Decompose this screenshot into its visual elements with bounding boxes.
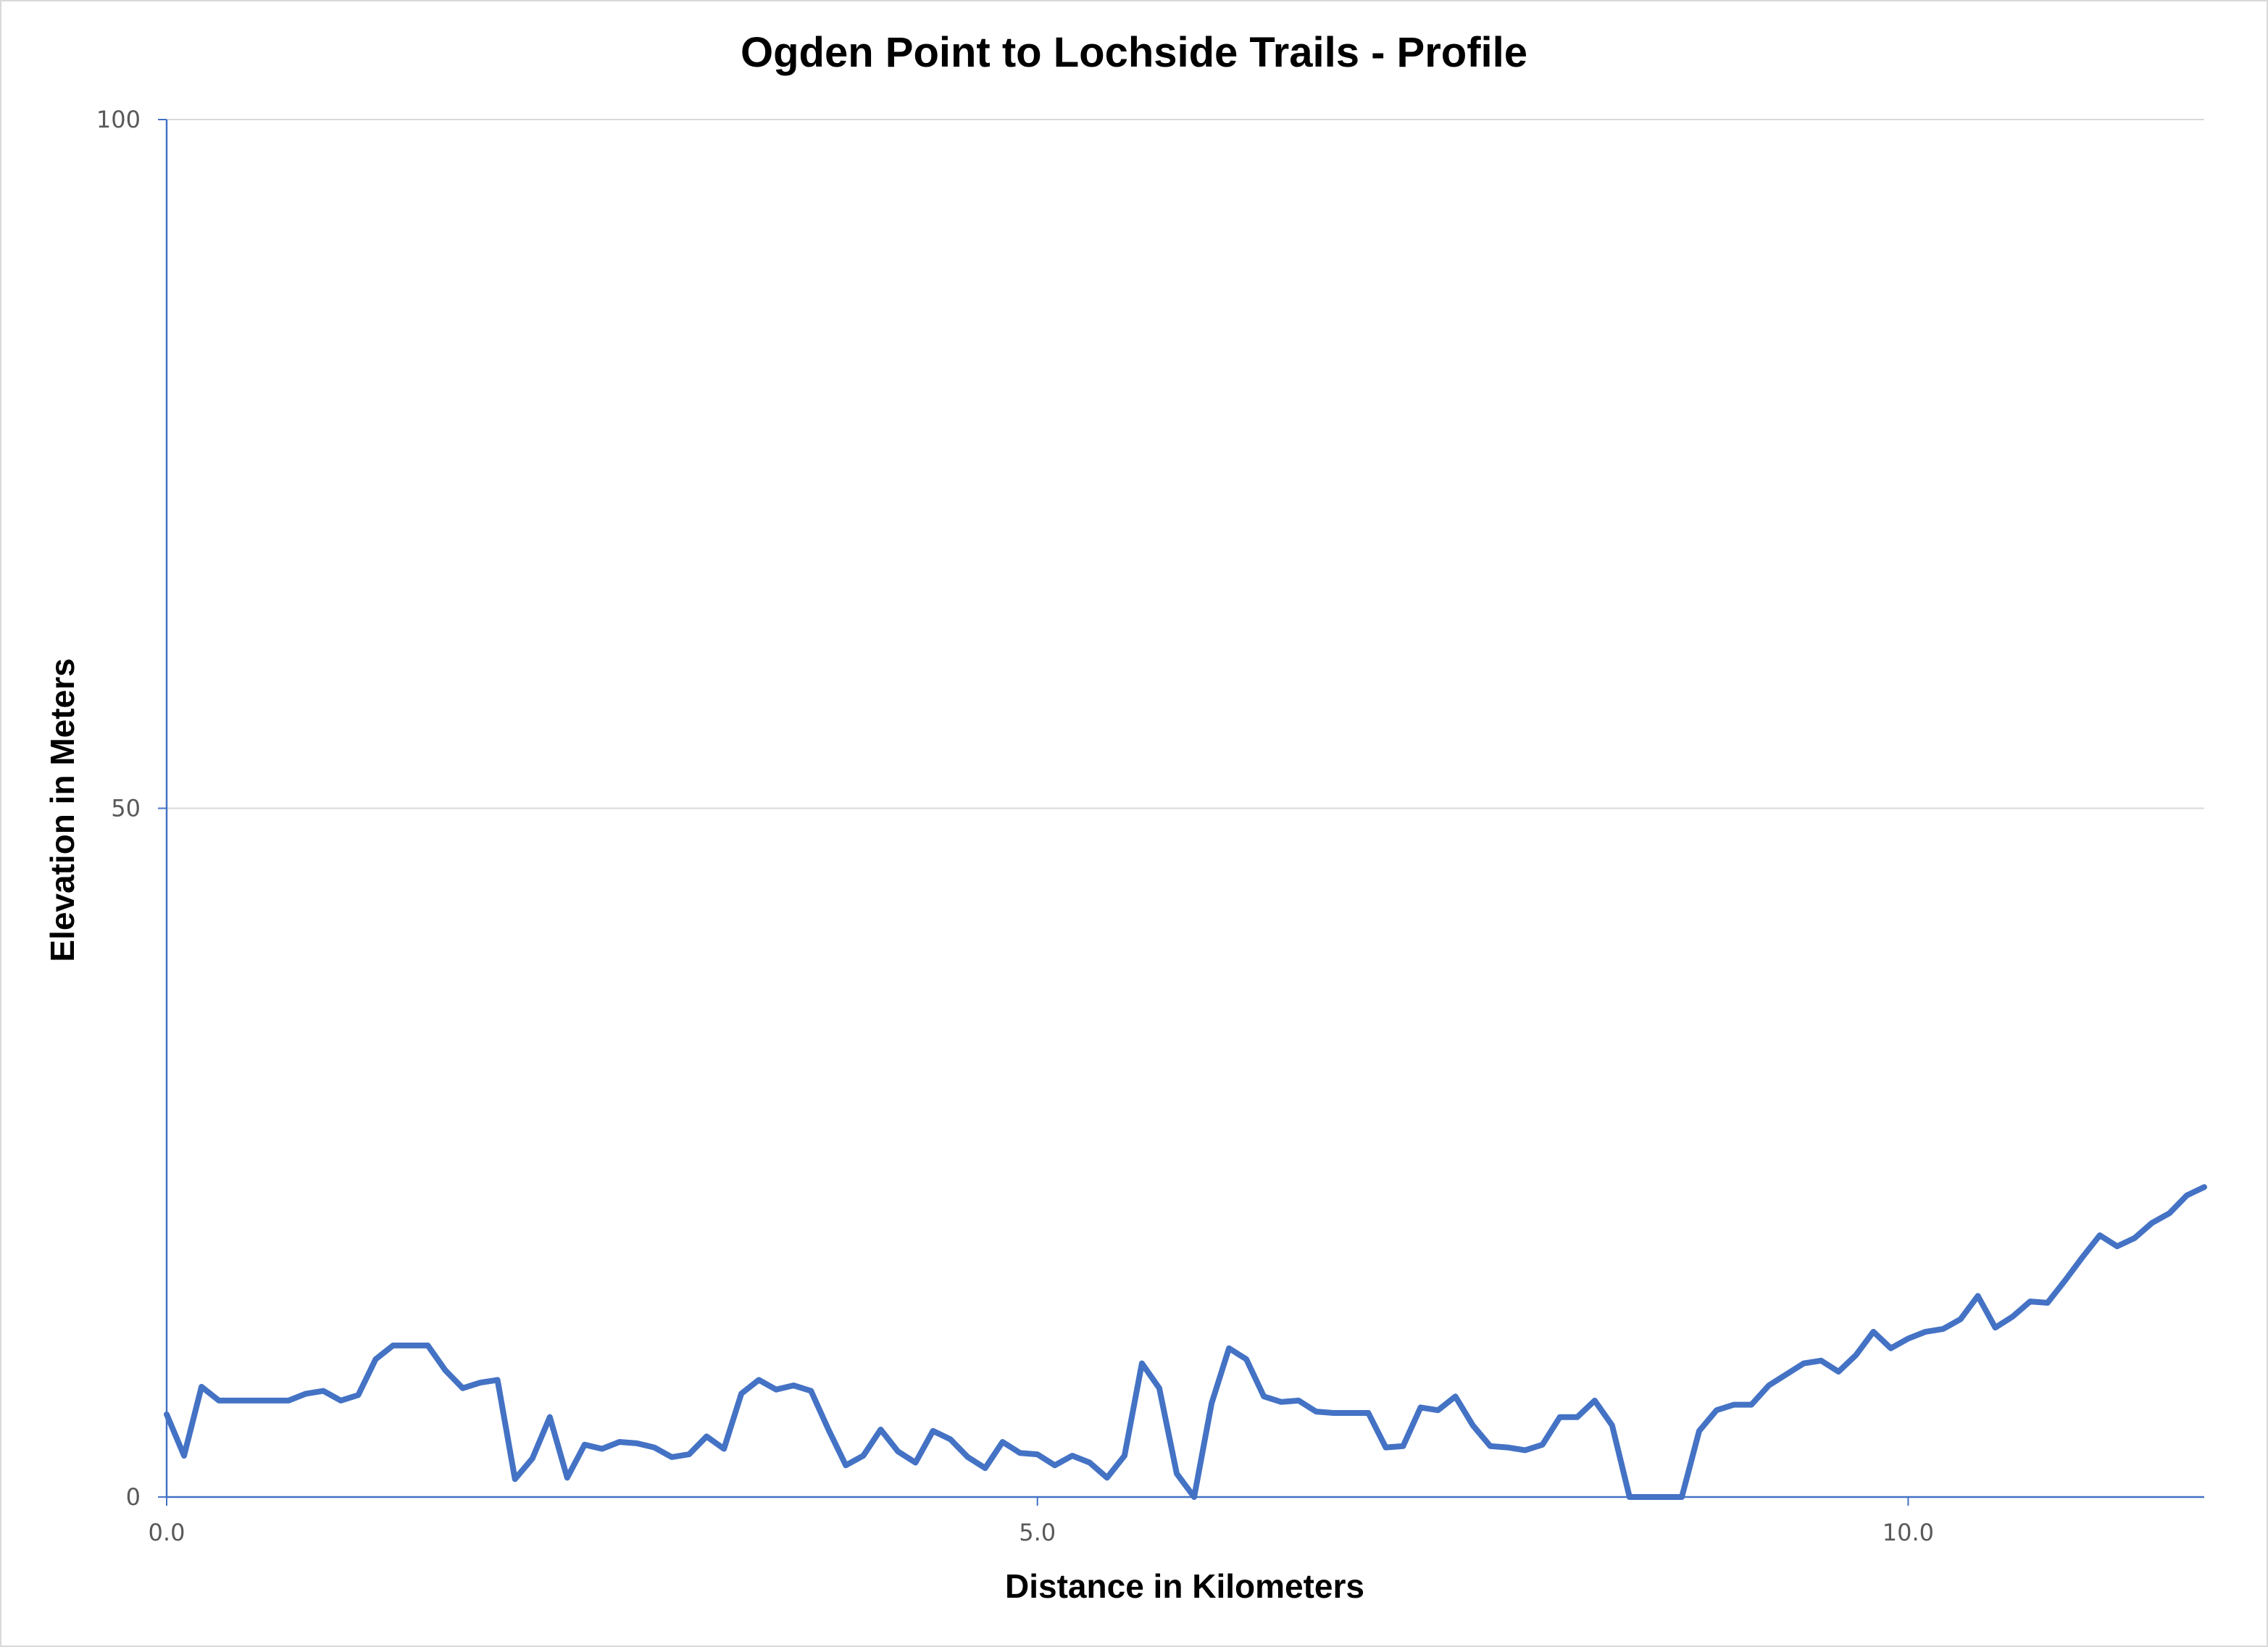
x-tick-labels: 0.0 5.0 10.0 (149, 1519, 1934, 1546)
gridlines (167, 119, 2204, 809)
y-tick-label-0: 0 (126, 1483, 141, 1511)
x-tick-label-10.0: 10.0 (1883, 1519, 1934, 1546)
series-line-0 (164, 1184, 2207, 1500)
x-tick-label-0.0: 0.0 (149, 1519, 185, 1546)
y-axis-title: Elevation in Meters (43, 658, 81, 962)
series-layer (164, 1184, 2207, 1500)
chart-title: Ogden Point to Lochside Trails - Profile (741, 29, 1527, 76)
y-tick-labels: 0 50 100 (96, 106, 141, 1511)
x-tick-label-5.0: 5.0 (1019, 1519, 1056, 1546)
x-axis-title: Distance in Kilometers (1005, 1567, 1364, 1605)
y-tick-label-50: 50 (111, 795, 141, 822)
y-tick-label-100: 100 (96, 106, 141, 133)
axes (158, 119, 2204, 1506)
